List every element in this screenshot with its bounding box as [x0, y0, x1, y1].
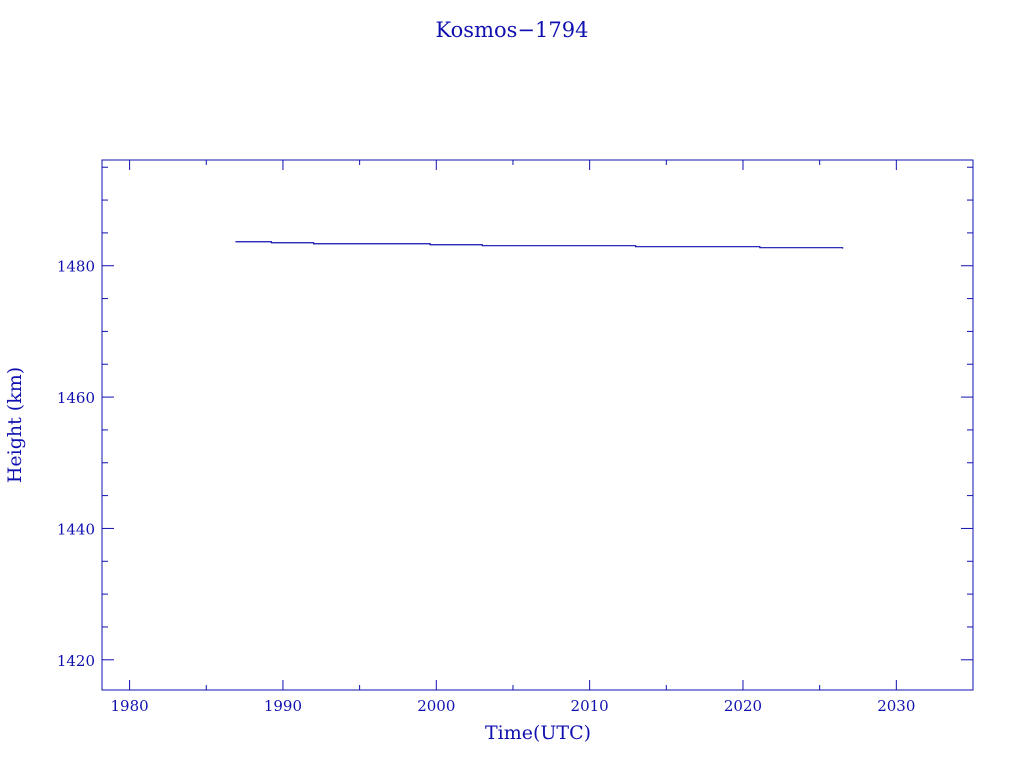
y-tick-label: 1480 — [57, 258, 95, 276]
y-axis-label: Height (km) — [4, 367, 26, 483]
plot-frame — [101, 159, 974, 691]
x-tick-label: 2000 — [417, 697, 455, 715]
x-tick-label: 2020 — [724, 697, 762, 715]
series-line — [235, 241, 844, 249]
y-tick-label: 1460 — [57, 389, 95, 407]
y-tick-label: 1440 — [57, 520, 95, 538]
x-axis-label: Time(UTC) — [485, 722, 591, 744]
chart-title: Kosmos−1794 — [436, 18, 589, 42]
x-tick-label: 1990 — [264, 697, 302, 715]
x-tick-label: 2030 — [877, 697, 915, 715]
x-tick-label: 2010 — [571, 697, 609, 715]
y-tick-label: 1420 — [57, 652, 95, 670]
x-tick-label: 1980 — [111, 697, 149, 715]
